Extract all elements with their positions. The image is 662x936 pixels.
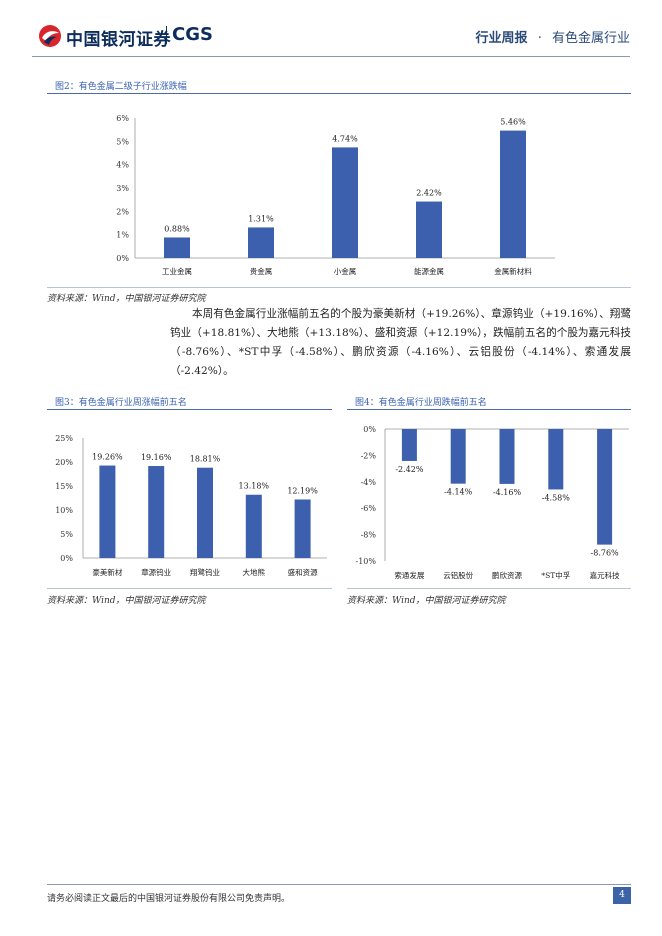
fig4-data-label: -4.16% xyxy=(493,488,522,497)
fig4-category-label: 索通发展 xyxy=(394,570,424,580)
fig2-bar xyxy=(332,147,358,258)
fig3-data-label: 12.19% xyxy=(287,486,318,495)
fig3-category-label: 豪美新材 xyxy=(92,567,122,577)
fig3-y-tick-label: 25% xyxy=(55,434,73,443)
fig3-bar xyxy=(148,466,165,558)
figure-4-title-rule xyxy=(347,409,631,410)
fig2-category-label: 金属新材料 xyxy=(494,266,532,276)
fig4-data-label: -4.58% xyxy=(542,493,571,502)
fig2-y-tick-label: 0% xyxy=(116,254,129,263)
fig4-y-tick-label: -4% xyxy=(361,478,377,487)
fig2-y-tick-label: 2% xyxy=(116,207,129,216)
fig2-data-label: 5.46% xyxy=(500,118,526,127)
header-separator: · xyxy=(537,31,542,46)
fig4-bar xyxy=(597,429,613,545)
figure-3-chart: 0% 5% 10% 15% 20% 25% 19.26% 豪美新材 19.16% 章源钨业 18.8… xyxy=(55,434,327,577)
fig4-category-label: *ST中孚 xyxy=(541,570,570,580)
fig4-category-label: 嘉元科技 xyxy=(590,570,620,580)
fig4-bar xyxy=(450,429,466,484)
fig3-y-tick-label: 5% xyxy=(60,530,73,539)
fig4-category-label: 云铝股份 xyxy=(443,570,473,580)
fig4-category-label: 鹏欣资源 xyxy=(492,570,522,580)
fig3-data-label: 18.81% xyxy=(190,455,221,464)
fig2-category-label: 贵金属 xyxy=(250,266,273,276)
fig3-category-label: 翔鹭钨业 xyxy=(190,567,220,577)
fig3-data-label: 19.26% xyxy=(92,453,123,462)
fig2-data-label: 2.42% xyxy=(416,189,442,198)
figure-4-source: 资料来源：Wind，中国银河证券研究院 xyxy=(347,596,506,606)
fig3-y-tick-label: 10% xyxy=(55,506,73,515)
fig2-y-tick-label: 3% xyxy=(116,184,129,193)
fig2-y-tick-label: 5% xyxy=(116,137,129,146)
fig3-bar xyxy=(197,467,213,558)
fig2-bar xyxy=(416,201,442,258)
fig4-bar xyxy=(401,429,417,461)
fig2-category-label: 工业金属 xyxy=(162,266,192,276)
fig2-y-tick-label: 4% xyxy=(116,161,129,170)
figure-2-title-rule xyxy=(47,93,631,94)
fig3-category-label: 大地熊 xyxy=(243,567,266,577)
header-divider xyxy=(32,56,630,57)
figure-3-title: 图3：有色金属行业周涨幅前五名 xyxy=(55,398,187,408)
fig2-y-tick-label: 6% xyxy=(116,114,129,123)
logo-divider xyxy=(166,26,167,44)
figure-2-title: 图2：有色金属二级子行业涨跌幅 xyxy=(55,82,187,92)
fig2-y-tick-label: 1% xyxy=(116,231,129,240)
fig2-bar xyxy=(248,227,274,258)
footer-divider xyxy=(47,884,631,885)
fig4-y-tick-label: -8% xyxy=(361,531,377,540)
fig3-data-label: 13.18% xyxy=(239,482,270,491)
page-number: 4 xyxy=(613,887,631,904)
logo-text-chinese: 中国银河证券 xyxy=(66,30,171,50)
fig2-data-label: 4.74% xyxy=(332,134,358,143)
fig4-bar xyxy=(548,429,564,490)
fig4-data-label: -8.76% xyxy=(591,549,620,558)
logo-text-english: CGS xyxy=(172,24,213,45)
fig4-bar xyxy=(499,429,515,484)
fig3-bar xyxy=(294,499,311,558)
fig3-category-label: 章源钨业 xyxy=(141,567,171,577)
figure-2-chart: 0% 1% 2% 3% 4% 5% 6% 0.88% 工业金属 1.31% 贵金属 4.74% 小金属 2… xyxy=(116,114,555,276)
fig3-y-tick-label: 15% xyxy=(55,482,73,491)
fig3-category-label: 盛和资源 xyxy=(288,567,318,577)
figure-4-chart: 0% -2% -4% -6% -8% -10% -2.42% 索通发展 -4.14% 云铝股份 -4… xyxy=(356,425,629,580)
figure-4-bottom-rule xyxy=(347,588,631,589)
fig4-y-tick-label: 0% xyxy=(363,425,376,434)
figure-4-title: 图4：有色金属行业周跌幅前五名 xyxy=(355,398,487,408)
report-header-label: 行业周报 · 有色金属行业 xyxy=(476,27,630,46)
fig2-bar xyxy=(164,237,190,258)
fig4-y-tick-label: -2% xyxy=(361,451,377,460)
fig3-bar xyxy=(245,494,262,558)
fig4-y-tick-label: -6% xyxy=(361,504,377,513)
fig3-data-label: 19.16% xyxy=(141,453,172,462)
fig2-data-label: 0.88% xyxy=(164,224,190,233)
figure-2-source: 资料来源：Wind，中国银河证券研究院 xyxy=(47,294,206,304)
fig3-bar xyxy=(99,465,116,558)
fig4-data-label: -2.42% xyxy=(395,465,424,474)
figure-2-bottom-rule xyxy=(47,287,631,288)
fig2-data-label: 1.31% xyxy=(248,214,274,223)
fig4-data-label: -4.14% xyxy=(444,488,473,497)
fig3-y-tick-label: 20% xyxy=(55,458,73,467)
figure-3-source: 资料来源：Wind，中国银河证券研究院 xyxy=(47,596,206,606)
report-type: 行业周报 xyxy=(475,31,528,46)
industry-name: 有色金属行业 xyxy=(551,31,630,46)
fig4-y-tick-label: -10% xyxy=(356,557,377,566)
footer-disclaimer: 请务必阅读正文最后的中国银河证券股份有限公司免责声明。 xyxy=(47,894,291,904)
logo-icon xyxy=(39,25,61,47)
fig3-y-tick-label: 0% xyxy=(60,554,73,563)
fig2-category-label: 能源金属 xyxy=(414,266,444,276)
figure-3-bottom-rule xyxy=(47,588,332,589)
figure-3-title-rule xyxy=(47,409,332,410)
fig2-bar xyxy=(500,130,526,258)
fig2-category-label: 小金属 xyxy=(334,266,357,276)
body-paragraph: 本周有色金属行业涨幅前五名的个股为豪美新材（+19.26%）、章源钨业（+19.… xyxy=(170,308,631,377)
